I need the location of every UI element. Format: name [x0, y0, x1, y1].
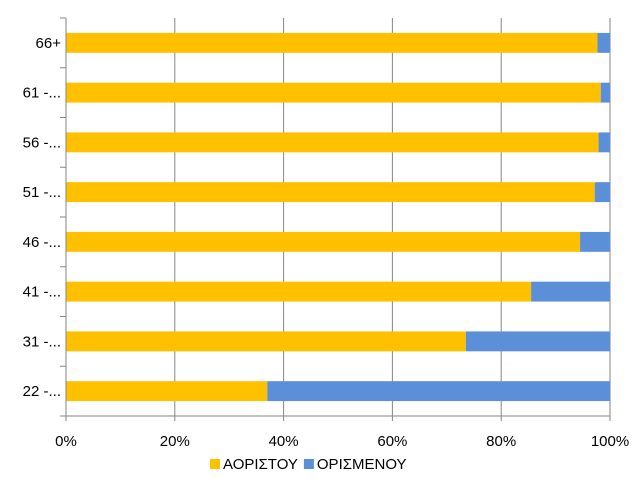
bar-segment-aoristou	[66, 32, 598, 53]
bar-segment-aoristou	[66, 182, 595, 203]
category-label: 66+	[36, 35, 62, 52]
bar-segment-aoristou	[66, 281, 532, 302]
x-tick-label: 100%	[591, 433, 629, 450]
legend-swatch	[303, 459, 314, 469]
x-tick-label: 0%	[55, 433, 77, 450]
x-tick-label: 40%	[269, 433, 299, 450]
axes	[60, 17, 611, 421]
legend-swatch	[210, 459, 220, 469]
bar-segment-aoristou	[66, 231, 581, 252]
category-label: 46 -...	[23, 234, 61, 251]
legend-label: ΑΟΡΙΣΤΟΥ	[223, 456, 298, 473]
category-label: 41 -...	[23, 284, 61, 301]
gridlines	[65, 18, 611, 416]
category-label: 51 -...	[23, 184, 61, 201]
legend: ΑΟΡΙΣΤΟΥ ΟΡΙΣΜΕΝΟΥ	[210, 456, 407, 473]
category-label: 61 -...	[23, 85, 61, 102]
bars	[66, 32, 610, 402]
x-tick-label: 60%	[377, 433, 407, 450]
category-labels: 22 -... 31 -... 41 -... 46 -... 51 -... 56 -.…	[23, 35, 62, 400]
bar-segment-aoristou	[66, 132, 599, 153]
bar-segment-aoristou	[66, 381, 268, 402]
bar-segment-orismenou	[594, 182, 610, 203]
bar-segment-aoristou	[66, 331, 466, 352]
category-label: 31 -...	[23, 333, 61, 350]
bar-segment-orismenou	[598, 132, 610, 153]
bar-segment-orismenou	[267, 381, 610, 402]
x-tick-label: 20%	[160, 433, 190, 450]
bar-segment-orismenou	[465, 331, 610, 352]
bar-segment-orismenou	[580, 231, 610, 252]
bar-segment-orismenou	[597, 32, 610, 53]
legend-label: ΟΡΙΣΜΕΝΟΥ	[317, 456, 407, 473]
category-label: 22 -...	[23, 383, 61, 400]
bar-segment-orismenou	[531, 281, 610, 302]
bar-segment-aoristou	[66, 82, 601, 103]
x-tick-labels: 0% 20% 40% 60% 80% 100%	[55, 433, 629, 450]
category-label: 56 -...	[23, 134, 61, 151]
bar-segment-orismenou	[600, 82, 610, 103]
x-tick-label: 80%	[486, 433, 516, 450]
